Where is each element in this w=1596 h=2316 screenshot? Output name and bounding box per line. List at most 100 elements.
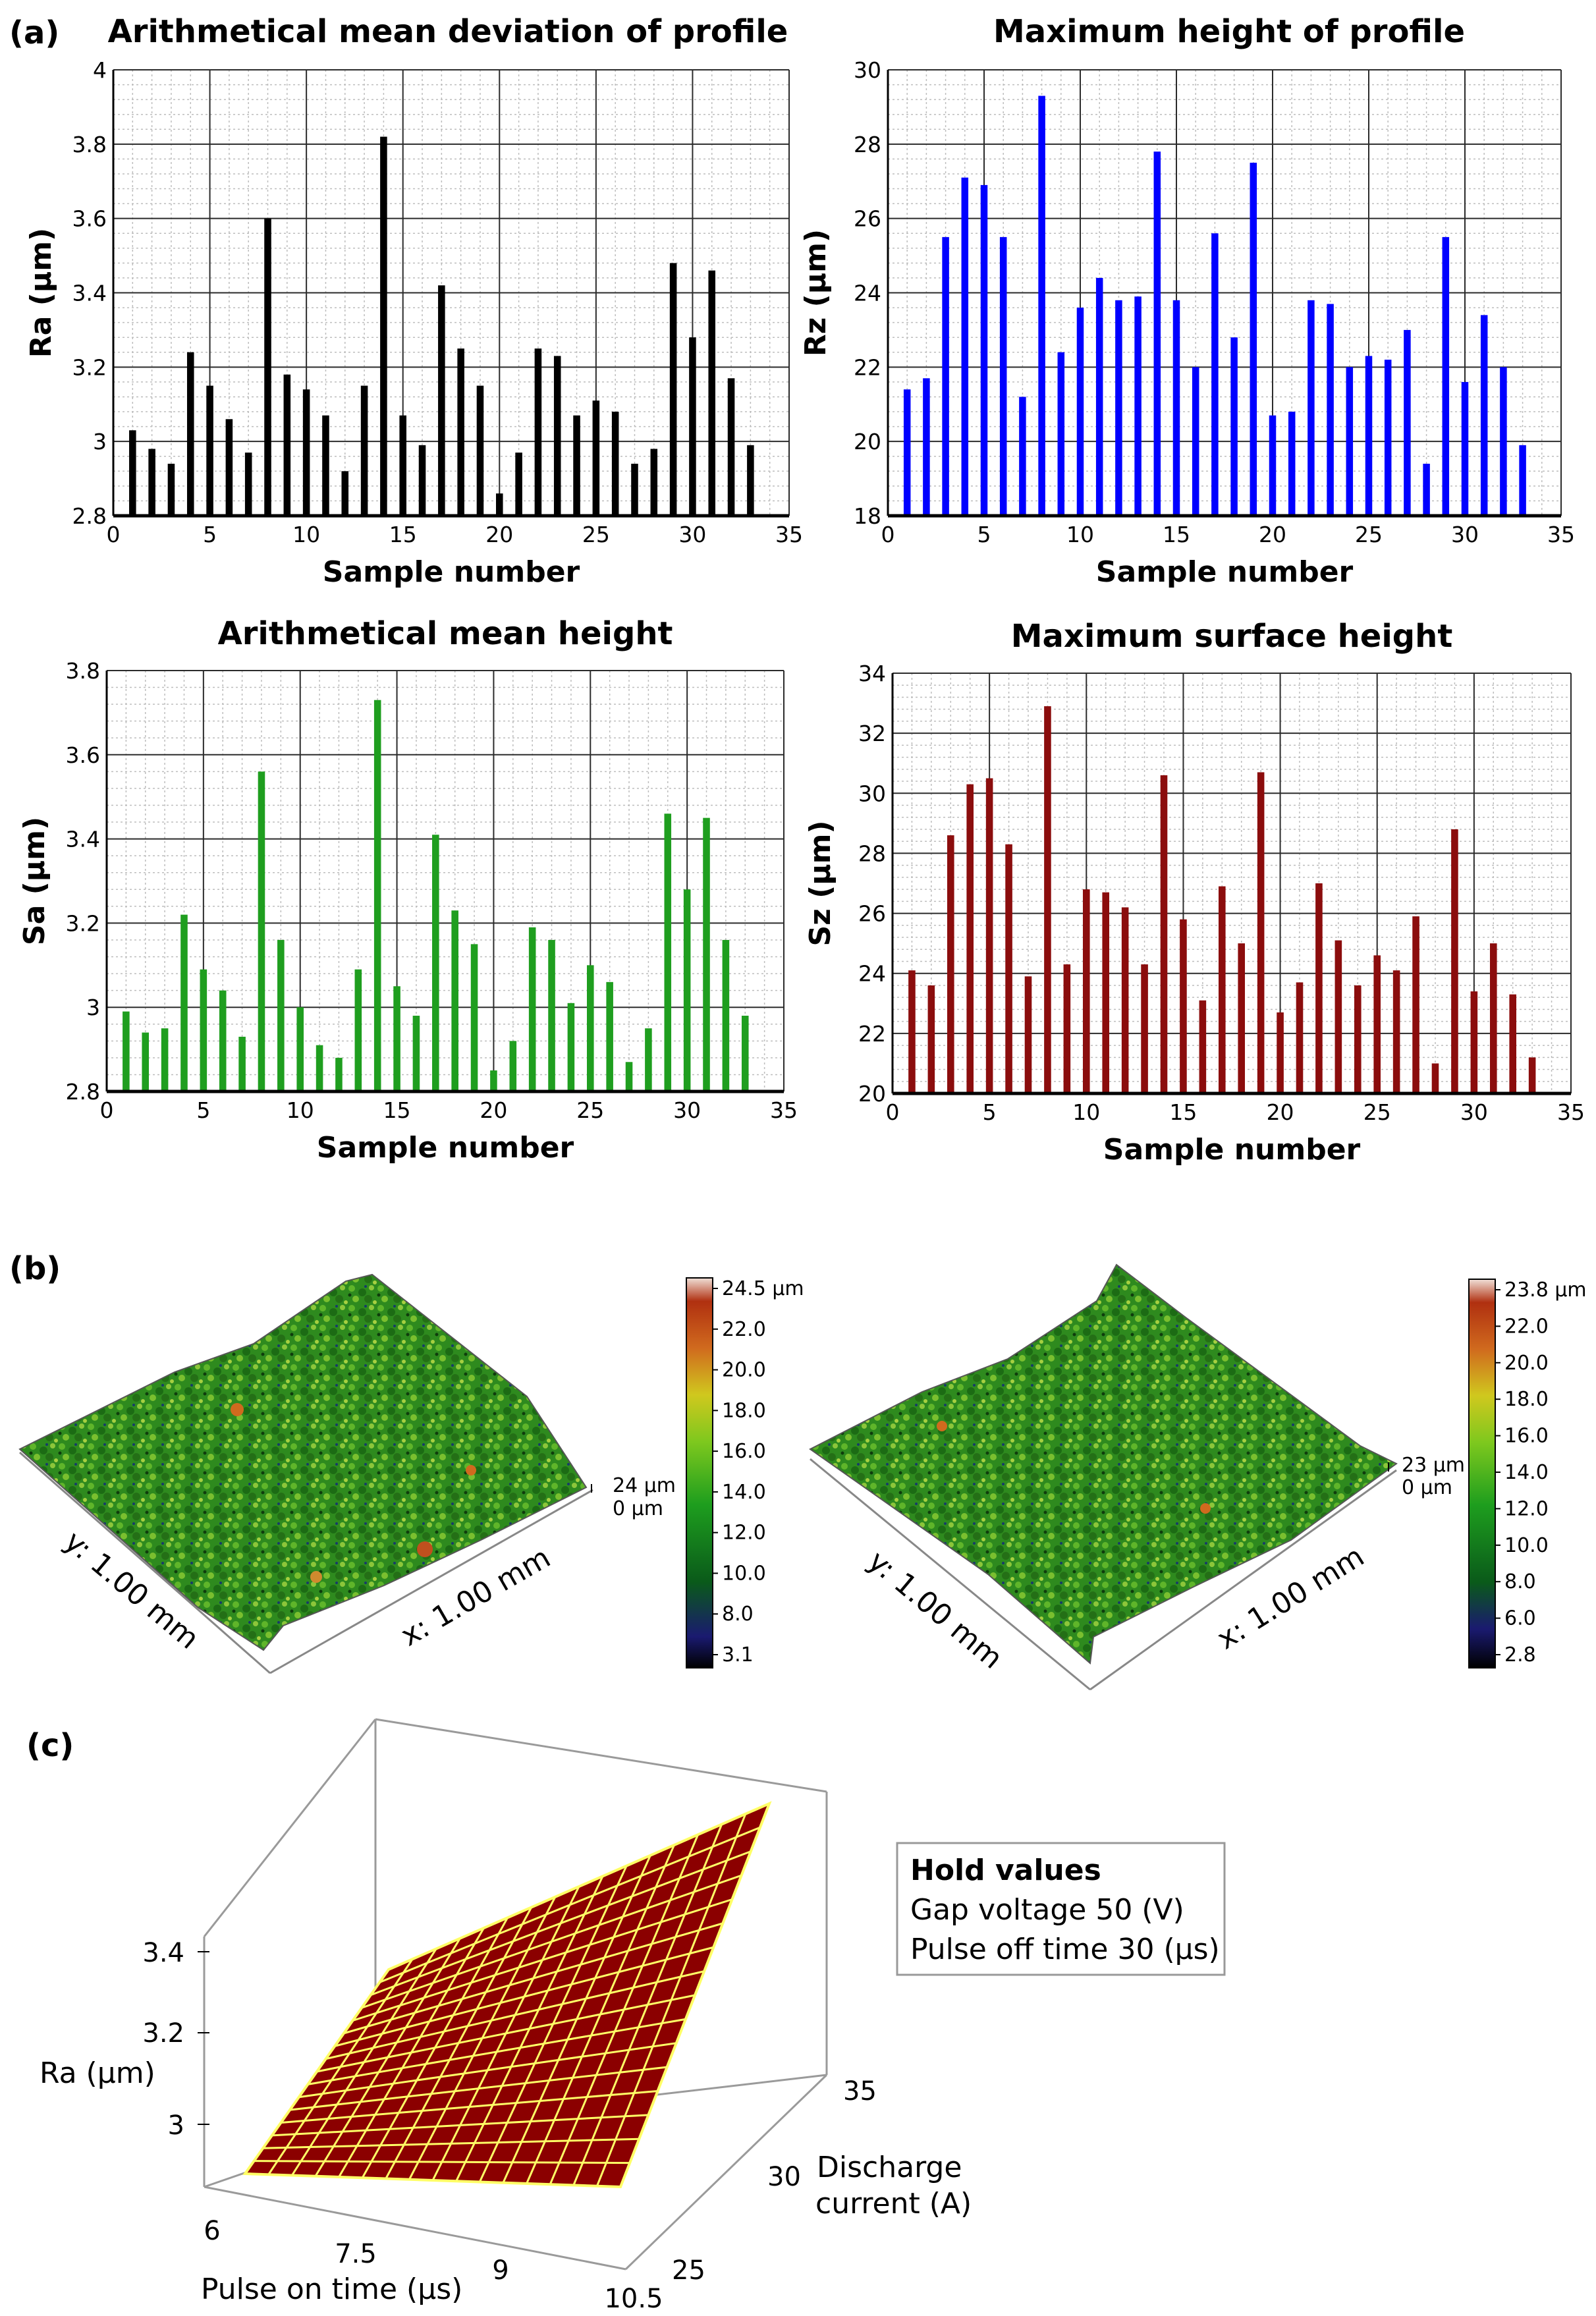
bar: [1373, 955, 1381, 1093]
bar: [1230, 337, 1238, 516]
x-tick-label: 10: [287, 1097, 314, 1123]
terrain-surface-2: [809, 1263, 1398, 1665]
x-tick-label: 20: [480, 1097, 507, 1123]
x-tick-label: 35: [775, 522, 803, 547]
colorbar-tick-label: 18.0: [1504, 1388, 1549, 1411]
y-tick-label: 4: [93, 57, 107, 83]
bar: [650, 449, 658, 516]
bar: [606, 981, 613, 1091]
bar: [985, 778, 993, 1093]
surface-grid-line: [526, 1844, 675, 2184]
x-tick-label: 20: [1267, 1099, 1294, 1125]
bar: [1044, 706, 1051, 1093]
bar: [200, 969, 207, 1091]
colorbar-tick-label: 22.0: [722, 1318, 766, 1341]
x-tick-label: 6: [204, 2216, 220, 2246]
peak-marker: [466, 1465, 476, 1475]
bar: [1327, 304, 1334, 516]
bar: [373, 700, 381, 1091]
x-tick-label: 30: [1451, 522, 1479, 547]
x-tick-label: 7.5: [335, 2239, 377, 2269]
y-axis-title: Ra (μm): [24, 228, 58, 358]
bar: [1218, 886, 1226, 1093]
terrain-surface-1: [18, 1273, 588, 1651]
bar: [438, 285, 445, 516]
surface-grid-line: [549, 1834, 700, 2185]
bar: [1005, 844, 1012, 1093]
bar: [942, 236, 949, 516]
bar: [277, 939, 285, 1091]
bar: [142, 1032, 150, 1091]
bar: [722, 939, 730, 1091]
bar: [161, 1028, 169, 1091]
map1-z-top: 24 μm: [613, 1474, 676, 1497]
colorbar-tick-label: 12.0: [722, 1522, 766, 1545]
x-tick-label: 0: [886, 1099, 900, 1125]
bar: [470, 944, 478, 1091]
y-tick-label: 22: [854, 354, 881, 380]
bar: [1076, 308, 1084, 516]
x-tick-label: 25: [1363, 1099, 1391, 1125]
bar: [683, 889, 691, 1091]
x-tick-label: 30: [1460, 1099, 1488, 1125]
y-axis-line-1: [19, 1451, 271, 1674]
bar: [727, 378, 735, 516]
map1-z-bottom: 0 μm: [613, 1497, 663, 1520]
x-tick-label: 35: [1547, 522, 1575, 547]
bar: [980, 184, 988, 516]
y-tick-label: 30: [767, 2162, 801, 2192]
bar: [1172, 300, 1180, 516]
bar: [1392, 970, 1400, 1093]
bar: [490, 1070, 497, 1091]
bar: [669, 263, 677, 516]
chart-title: Arithmetical mean deviation of profile: [108, 13, 788, 50]
bar: [1192, 367, 1199, 516]
bar: [167, 464, 175, 516]
y-axis-label-full: Discharge current (A): [0, 0, 311, 7]
y-tick-label: 2.8: [72, 503, 107, 529]
map2-z-top: 23 μm: [1402, 1454, 1465, 1477]
y-tick-label: 26: [854, 206, 881, 232]
y-tick-label: 24: [854, 281, 881, 306]
x-ticks: 6 7.5 9 10.5 Pulse on time (μs): [201, 2216, 663, 2314]
bar: [747, 445, 754, 516]
y-tick-label: 3.8: [72, 132, 107, 157]
bar: [244, 453, 252, 516]
y-tick-label: 3.4: [72, 281, 107, 306]
x-axis-line-2: [1089, 1469, 1397, 1691]
bar: [476, 385, 484, 516]
bar: [1024, 976, 1032, 1093]
peak-marker: [310, 1571, 322, 1583]
y-tick-label: 34: [858, 661, 886, 686]
bar: [258, 771, 265, 1091]
bar: [1160, 775, 1168, 1093]
bar: [322, 415, 329, 516]
colorbar-tick-label: 3.1: [722, 1643, 754, 1667]
x-tick-label: 10.5: [604, 2284, 663, 2314]
colorbar-1-ticks: 24.5 μm 22.0 20.0 18.0 16.0 14.0 12.0 10.0 8.0 3.…: [713, 1277, 804, 1667]
bar: [1500, 367, 1507, 516]
bar: [496, 493, 503, 516]
z-tick-label: 3.2: [142, 2018, 184, 2049]
surface-grid-line: [361, 1874, 742, 2009]
bar: [1141, 964, 1148, 1093]
y-tick-label: 3: [93, 429, 107, 455]
bar: [1095, 277, 1103, 516]
bar: [1528, 1057, 1536, 1093]
bar: [1153, 152, 1161, 516]
bar: [1470, 991, 1478, 1093]
chart-sa: 0 5 10 15 20 25 30 35 2.8 3 3.2 3.4 3.6 3.8 Arithmetic…: [18, 615, 798, 1165]
bar: [1365, 356, 1373, 516]
bar: [1442, 236, 1450, 516]
x-tick-label: 35: [1557, 1099, 1585, 1125]
x-tick-label: 9: [492, 2255, 509, 2286]
panel-label-a: (a): [9, 14, 59, 51]
panel-label-c: (c): [26, 1727, 74, 1764]
y-tick-label: 30: [858, 781, 886, 806]
x-tick-label: 10: [1066, 522, 1094, 547]
z-ticks: 3 3.2 3.4 Ra (μm): [40, 1938, 209, 2141]
bar: [1431, 1063, 1439, 1093]
bar: [186, 352, 194, 516]
bar: [509, 1041, 517, 1091]
y-tick-label: 20: [858, 1081, 886, 1107]
